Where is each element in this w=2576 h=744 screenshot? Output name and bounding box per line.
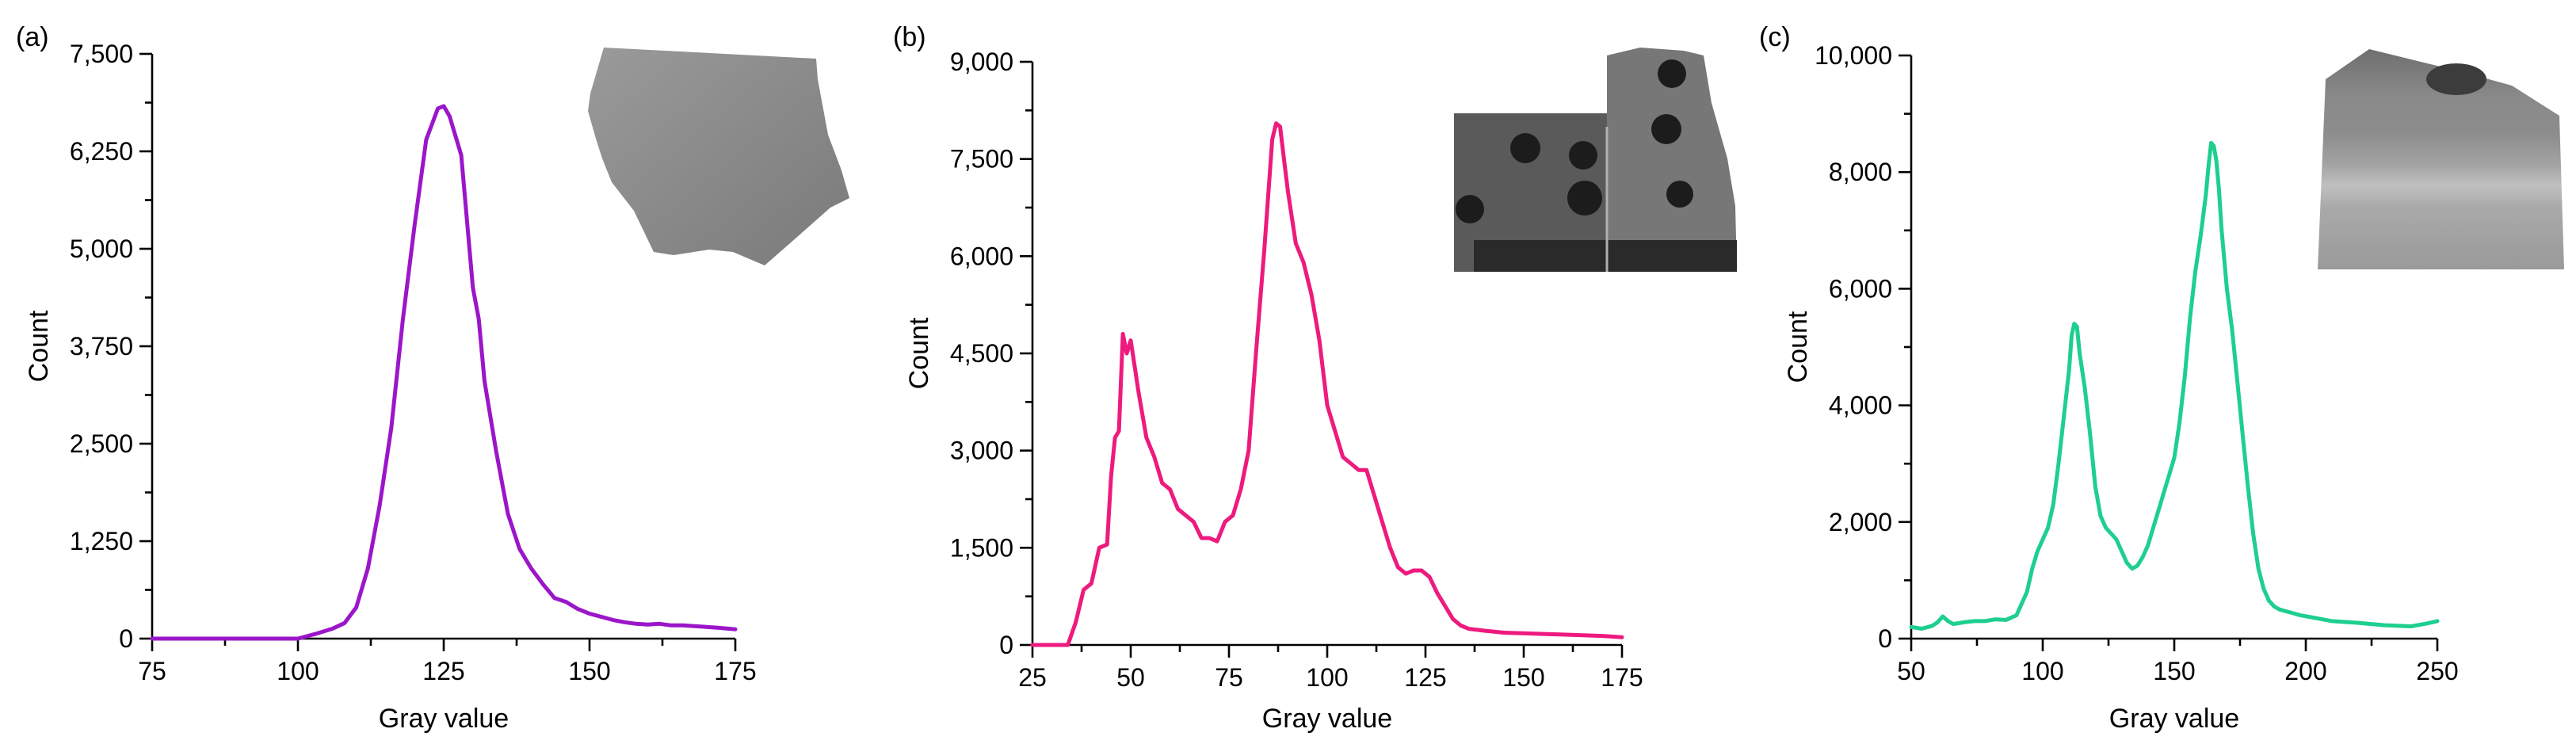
y-axis-label: Count: [904, 317, 934, 389]
x-tick-label: 25: [1018, 663, 1047, 692]
x-tick-label: 100: [1306, 663, 1348, 692]
panel-b: (b): [893, 22, 1737, 272]
y-tick-label: 0: [1878, 624, 1892, 653]
y-tick-label: 3,750: [70, 332, 133, 361]
y-tick-label: 0: [119, 624, 133, 653]
x-axis-label: Gray value: [2109, 704, 2239, 734]
y-tick-label: 4,000: [1829, 391, 1892, 420]
x-tick-label: 50: [1897, 657, 1925, 685]
x-tick-label: 175: [1601, 663, 1643, 692]
y-tick-label: 2,000: [1829, 508, 1892, 536]
x-tick-label: 150: [568, 657, 610, 685]
y-tick-label: 8,000: [1829, 158, 1892, 186]
y-axis-label: Count: [24, 310, 54, 382]
y-tick-label: 1,500: [950, 533, 1013, 562]
y-tick-label: 0: [999, 631, 1013, 659]
y-axis-label: Count: [1783, 311, 1813, 383]
y-tick-label: 6,250: [70, 137, 133, 166]
series-line: [1030, 121, 1624, 647]
plot-0: 75 100 125 150 175 0 1,250 2,500 3,750 5,000 6,250…: [24, 40, 757, 734]
y-tick-label: 9,000: [950, 48, 1013, 76]
x-tick-label: 125: [1404, 663, 1446, 692]
y-tick-label: 5,000: [70, 235, 133, 263]
y-tick-label: 2,500: [70, 429, 133, 458]
panel-c: (c): [1759, 22, 2564, 269]
y-tick-label: 6,000: [1829, 274, 1892, 303]
plot-1: 25 50 75 100 125 150 175 0 1,500 3,000 4,500 6,000 7…: [904, 48, 1643, 734]
x-tick-label: 150: [2153, 657, 2195, 685]
y-tick-label: 7,500: [950, 145, 1013, 174]
x-tick-label: 75: [1215, 663, 1243, 692]
x-axis-label: Gray value: [379, 704, 509, 734]
y-tick-label: 10,000: [1815, 41, 1892, 70]
panel-label: (c): [1759, 22, 1791, 52]
x-tick-label: 75: [138, 657, 166, 685]
x-tick-label: 100: [277, 657, 319, 685]
panel-label: (a): [16, 22, 49, 52]
inset-image-b: [1454, 48, 1737, 272]
series-line: [150, 104, 738, 641]
inset-image-c: [2318, 49, 2564, 269]
y-tick-label: 6,000: [950, 242, 1013, 270]
x-tick-label: 100: [2021, 657, 2063, 685]
x-tick-label: 150: [1502, 663, 1544, 692]
inset-image-a: [588, 48, 849, 265]
y-tick-label: 1,250: [70, 527, 133, 555]
panel-a: (a): [16, 22, 849, 265]
y-tick-label: 4,500: [950, 339, 1013, 368]
x-tick-label: 50: [1116, 663, 1145, 692]
y-tick-label: 7,500: [70, 40, 133, 68]
series-line: [1909, 140, 2440, 631]
y-tick-label: 3,000: [950, 437, 1013, 465]
x-tick-label: 200: [2284, 657, 2326, 685]
x-tick-label: 250: [2416, 657, 2458, 685]
plot-2: 50 100 150 200 250 0 2,000 4,000 6,000 8,000 10,00…: [1783, 41, 2459, 734]
panel-label: (b): [893, 22, 926, 52]
x-axis-label: Gray value: [1262, 704, 1392, 734]
x-tick-label: 175: [714, 657, 756, 685]
x-tick-label: 125: [422, 657, 464, 685]
